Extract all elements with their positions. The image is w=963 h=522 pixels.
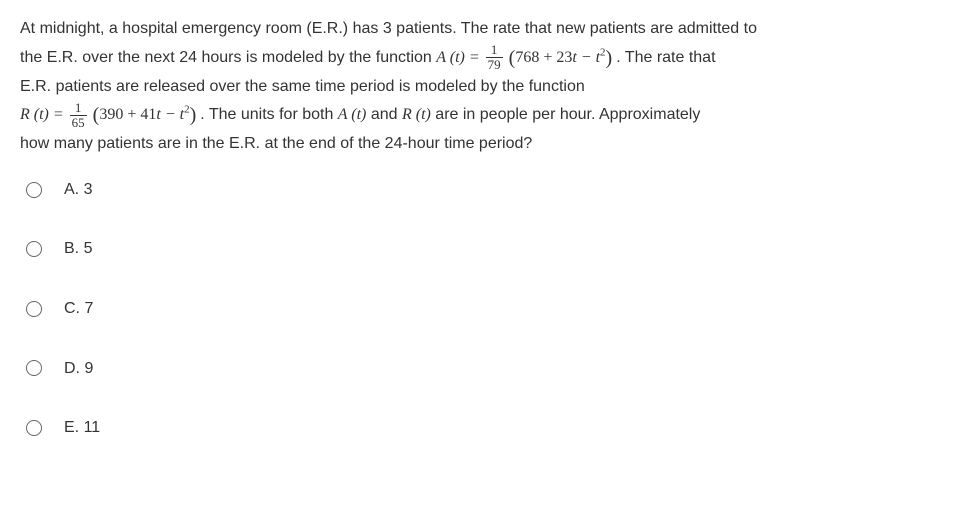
radio-icon[interactable] [26, 301, 42, 317]
choice-label: D. 9 [64, 356, 93, 382]
close-paren: ) [190, 104, 197, 126]
radio-icon[interactable] [26, 420, 42, 436]
choice-b[interactable]: B. 5 [20, 236, 943, 262]
fraction-denominator: 65 [70, 116, 87, 130]
text-segment: the E.R. over the next 24 hours is model… [20, 49, 436, 66]
choice-e[interactable]: E. 11 [20, 415, 943, 441]
math-lhs: A (t) = [436, 49, 483, 66]
fraction: 165 [70, 101, 87, 131]
fraction: 179 [486, 43, 503, 73]
choice-label: B. 5 [64, 236, 92, 262]
text-segment: E.R. patients are released over the same… [20, 78, 585, 95]
fraction-denominator: 79 [486, 58, 503, 72]
choice-c[interactable]: C. 7 [20, 296, 943, 322]
math-expression: A (t) = 179 (768 + 23t − t2) [436, 49, 616, 66]
text-segment: and [366, 106, 402, 123]
radio-icon[interactable] [26, 360, 42, 376]
text-segment: are in people per hour. Approximately [431, 106, 701, 123]
radio-icon[interactable] [26, 182, 42, 198]
math-lhs: R (t) = [20, 106, 68, 123]
math-expression: R (t) = 165 (390 + 41t − t2) [20, 106, 200, 123]
choice-d[interactable]: D. 9 [20, 356, 943, 382]
choice-label: A. 3 [64, 177, 92, 203]
choice-a[interactable]: A. 3 [20, 177, 943, 203]
text-segment: At midnight, a hospital emergency room (… [20, 20, 757, 37]
question-stem: At midnight, a hospital emergency room (… [20, 16, 943, 157]
text-segment: how many patients are in the E.R. at the… [20, 135, 532, 152]
fraction-numerator: 1 [486, 43, 503, 58]
choice-label: E. 11 [64, 415, 100, 441]
answer-choices: A. 3 B. 5 C. 7 D. 9 E. 11 [20, 177, 943, 441]
math-var: R (t) [402, 106, 431, 123]
radio-icon[interactable] [26, 241, 42, 257]
text-segment: . The rate that [616, 49, 715, 66]
choice-label: C. 7 [64, 296, 93, 322]
fraction-numerator: 1 [70, 101, 87, 116]
text-segment: . The units for both [200, 106, 338, 123]
close-paren: ) [606, 47, 613, 69]
math-var: A (t) [338, 106, 367, 123]
